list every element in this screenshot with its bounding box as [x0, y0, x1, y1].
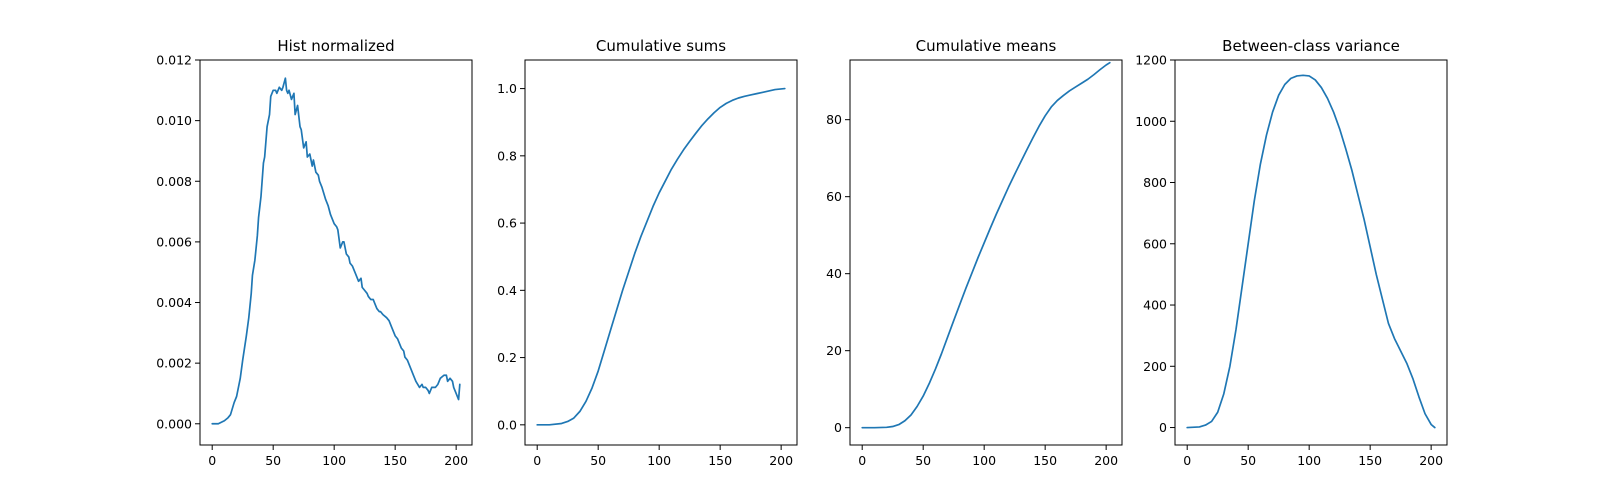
y-tick-label: 800 — [1143, 175, 1167, 190]
y-tick-label: 1.0 — [497, 81, 517, 96]
x-tick-label: 150 — [1358, 453, 1382, 468]
x-tick-label: 100 — [1297, 453, 1321, 468]
y-tick-label: 0.008 — [156, 174, 192, 189]
plot-frame — [1174, 59, 1448, 446]
y-tick-label: 400 — [1143, 298, 1167, 313]
x-tick-label: 150 — [383, 453, 407, 468]
chart-title: Between-class variance — [1222, 37, 1400, 55]
y-tick-label: 0 — [1159, 420, 1167, 435]
plot-frame — [199, 59, 473, 446]
chart-panel-4: Between-class variance 0 50 100 150 200 0 200 40… — [1135, 37, 1448, 468]
y-tick-label: 0.002 — [156, 356, 192, 371]
x-tick-label: 0 — [858, 453, 866, 468]
y-tick-label: 0.0 — [497, 417, 517, 432]
y-tick-label: 0.2 — [497, 350, 517, 365]
y-tick-label: 0.000 — [156, 416, 192, 431]
x-tick-label: 200 — [1094, 453, 1118, 468]
y-tick-label: 0 — [834, 420, 842, 435]
x-tick-label: 150 — [1033, 453, 1057, 468]
x-tick-label: 0 — [208, 453, 216, 468]
y-tick-label: 0.8 — [497, 148, 517, 163]
y-tick-label: 0.010 — [156, 113, 192, 128]
series-line-1 — [536, 87, 786, 426]
x-tick-label: 200 — [444, 453, 468, 468]
y-tick-label: 0.6 — [497, 216, 517, 231]
chart-title: Cumulative sums — [596, 37, 726, 55]
chart-panel-1: Hist normalized 0 50 100 150 200 0.000 0.002 0.0… — [156, 37, 473, 468]
x-tick-label: 200 — [1419, 453, 1443, 468]
y-tick-label: 0.012 — [156, 53, 192, 68]
y-tick-label: 0.006 — [156, 234, 192, 249]
x-tick-label: 0 — [533, 453, 541, 468]
x-tick-label: 100 — [647, 453, 671, 468]
chart-panel-2: Cumulative sums 0 50 100 150 200 0.0 0.2 0.4 0.6 0… — [497, 37, 798, 468]
y-tick-label: 40 — [826, 266, 842, 281]
y-tick-label: 20 — [826, 343, 842, 358]
chart-title: Hist normalized — [277, 37, 394, 55]
x-tick-label: 0 — [1183, 453, 1191, 468]
x-tick-label: 100 — [972, 453, 996, 468]
series-line-1 — [861, 61, 1111, 429]
x-tick-label: 50 — [1240, 453, 1256, 468]
plot-frame — [524, 59, 798, 446]
y-tick-label: 600 — [1143, 236, 1167, 251]
plot-frame — [849, 59, 1123, 446]
chart-title: Cumulative means — [916, 37, 1057, 55]
y-tick-label: 0.4 — [497, 283, 517, 298]
x-tick-label: 50 — [590, 453, 606, 468]
y-tick-label: 1000 — [1135, 114, 1167, 129]
y-tick-label: 1200 — [1135, 53, 1167, 68]
x-tick-label: 100 — [322, 453, 346, 468]
y-tick-label: 0.004 — [156, 295, 192, 310]
y-tick-label: 200 — [1143, 359, 1167, 374]
series-line-1 — [1186, 74, 1436, 429]
x-tick-label: 50 — [265, 453, 281, 468]
x-tick-label: 200 — [769, 453, 793, 468]
chart-panel-3: Cumulative means 0 50 100 150 200 0 20 40 60 80 — [826, 37, 1123, 468]
y-tick-label: 60 — [826, 189, 842, 204]
x-tick-label: 50 — [915, 453, 931, 468]
y-tick-label: 80 — [826, 112, 842, 127]
x-tick-label: 150 — [708, 453, 732, 468]
series-line-1 — [211, 77, 461, 425]
